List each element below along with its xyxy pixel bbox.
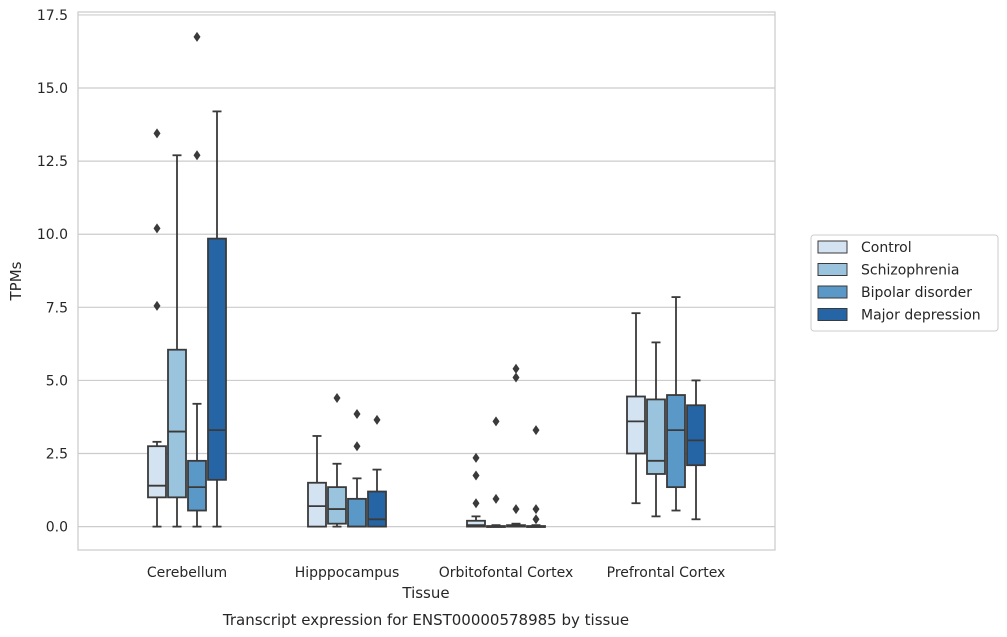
outlier-point-0 [492,493,500,504]
box-body [666,394,686,489]
legend-label-1: Schizophrenia [861,263,959,279]
y-axis-label: TPMs [7,261,25,301]
y-tick-label-4: 10.0 [37,227,68,243]
plot-frame [77,11,776,551]
y-tick-label-6: 15.0 [37,81,68,97]
box-body [187,459,207,512]
x-tick-label-3: Prefrontal Cortex [607,565,726,581]
legend-frame [810,234,999,332]
box-body [147,445,167,499]
box-1-0 [307,435,327,528]
y-tick-labels: 0.0 2.5 5.0 7.5 10.0 12.5 15.0 17.5 [37,8,68,536]
legend-label-3: Major depression [861,308,981,324]
box-1-3 [367,414,387,528]
outlier-point-1 [512,372,520,383]
legend: Control Schizophrenia Bipolar disorder Majo… [810,234,999,332]
x-tick-label-2: Orbitofontal Cortex [439,565,574,581]
box-body [367,490,387,528]
outlier-point-0 [512,504,520,515]
outlier-point-2 [512,363,520,374]
outlier-point-2 [532,425,540,436]
outlier-point-1 [472,470,480,481]
y-tick-label-2: 5.0 [46,373,68,389]
box-body [347,497,367,528]
box-2-3 [526,425,546,528]
legend-label-2: Bipolar disorder [861,285,972,301]
outlier-point-1 [193,31,201,42]
outlier-point-1 [153,223,161,234]
box-0-2 [187,31,207,528]
box-body [307,481,327,528]
box-body [686,404,706,467]
y-tick-label-7: 17.5 [37,8,68,24]
box-3-1 [646,341,666,518]
box-1-2 [347,409,367,528]
x-tick-labels: Cerebellum Hipppocampus Orbitofontal Corte… [147,565,725,581]
box-3-0 [626,312,646,505]
outlier-point-1 [532,504,540,515]
x-tick-label-0: Cerebellum [147,565,227,581]
outlier-point-1 [492,416,500,427]
x-axis-label: Tissue [401,584,449,602]
box-1-1 [327,392,347,528]
box-body [626,395,646,455]
outlier-point-0 [373,414,381,425]
legend-swatch-3 [817,308,848,321]
outlier-point-0 [153,300,161,311]
box-2-0 [466,452,486,528]
outlier-point-0 [353,441,361,452]
box-0-1 [167,154,187,528]
legend-swatch-2 [817,285,848,299]
box-0-0 [147,128,167,528]
legend-label-0: Control [861,240,912,256]
box-body [646,398,666,475]
box-3-2 [666,296,686,512]
y-tick-label-1: 2.5 [46,447,68,463]
outlier-point-2 [153,128,161,139]
legend-swatch-0 [817,240,848,254]
box-2-2 [506,363,526,528]
outlier-point-0 [193,150,201,161]
box-2-1 [486,416,506,528]
x-tick-label-1: Hipppocampus [295,565,400,581]
y-tick-label-3: 7.5 [46,300,68,316]
legend-swatch-1 [817,263,848,276]
chart-caption: Transcript expression for ENST0000057898… [222,611,629,629]
box-body [207,237,227,481]
box-0-3 [207,110,227,528]
outlier-point-0 [333,392,341,403]
y-tick-label-0: 0.0 [46,520,68,536]
grid-lines [78,14,775,528]
outlier-point-0 [532,514,540,525]
box-body [167,348,187,499]
box-body [327,486,347,525]
y-tick-label-5: 12.5 [37,154,68,170]
box-layer [147,31,706,528]
outlier-point-0 [472,498,480,509]
box-3-3 [686,379,706,521]
outlier-point-1 [353,409,361,420]
outlier-point-2 [472,452,480,463]
box-body [466,519,486,528]
